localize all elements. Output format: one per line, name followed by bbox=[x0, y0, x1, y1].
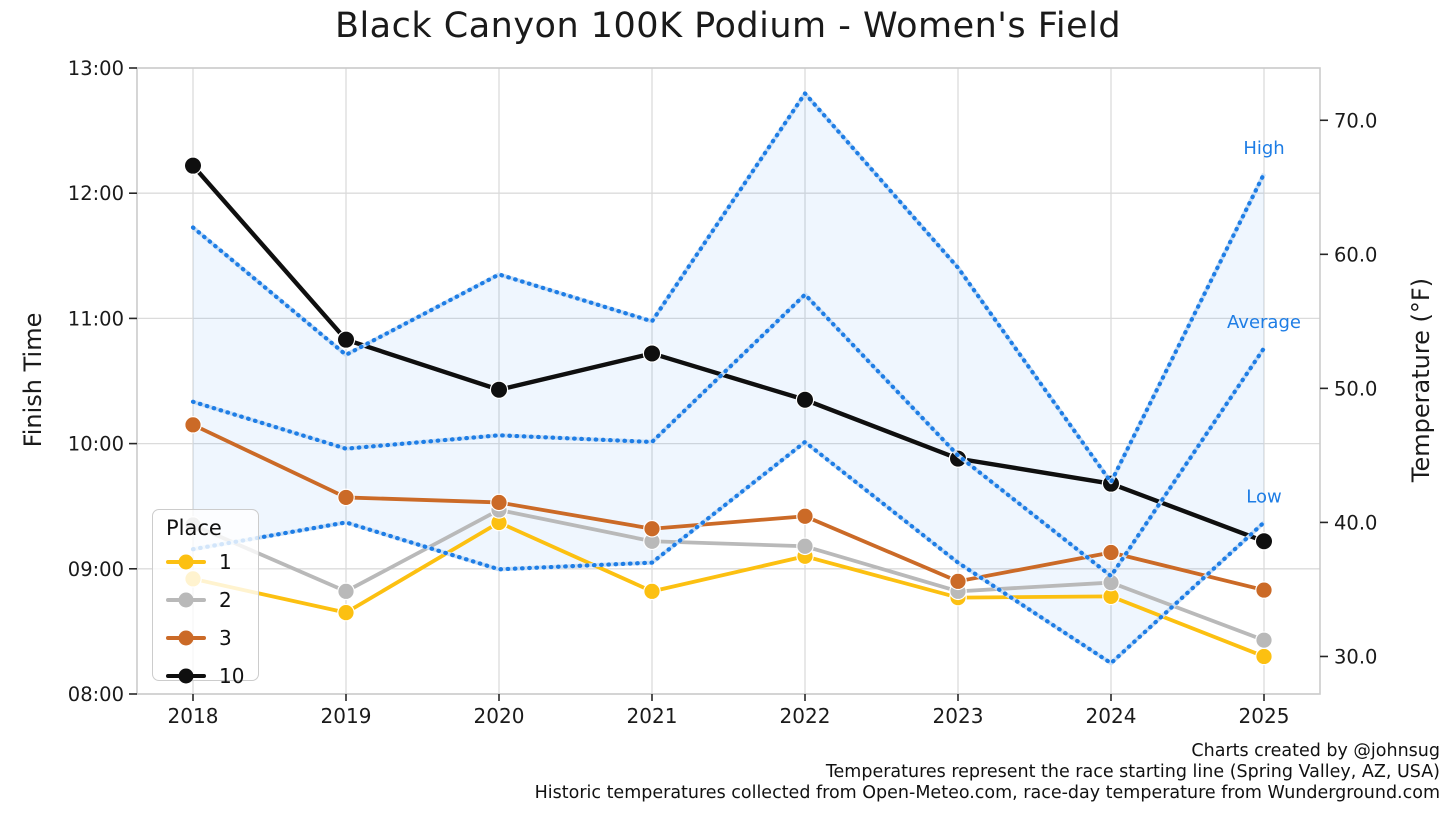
place-3-marker-2025 bbox=[1255, 581, 1273, 599]
place-2-marker-2025 bbox=[1255, 631, 1273, 649]
place-10-marker-2018 bbox=[183, 156, 203, 175]
place-1-marker-2019 bbox=[337, 603, 355, 622]
temp-high-line bbox=[190, 91, 1267, 485]
place-10-marker-2022 bbox=[795, 390, 815, 409]
place-3-marker-2021 bbox=[643, 519, 661, 538]
temp-average-line bbox=[190, 292, 1267, 579]
place-3-marker-2024 bbox=[1102, 543, 1120, 562]
x-tick-label-2020: 2020 bbox=[474, 704, 525, 728]
x-tick-label-2023: 2023 bbox=[933, 704, 984, 728]
left-tick-label-12: 12:00 bbox=[68, 182, 124, 205]
right-tick-label-70: 70.0 bbox=[1334, 109, 1377, 132]
left-tick-label-11: 11:00 bbox=[68, 307, 124, 330]
place-2-line bbox=[191, 508, 1266, 643]
temp-low-line bbox=[190, 439, 1267, 666]
x-tick-label-2022: 2022 bbox=[780, 704, 831, 728]
legend-item-place-1: 1 bbox=[166, 543, 258, 581]
right-tick-label-50: 50.0 bbox=[1334, 377, 1377, 400]
legend-item-place-2: 2 bbox=[166, 581, 258, 619]
place-10-line bbox=[190, 163, 1267, 544]
legend-dot-icon bbox=[178, 554, 194, 570]
place-3-marker-2019 bbox=[337, 488, 355, 507]
place-3-marker-2018 bbox=[184, 416, 202, 434]
legend-item-label: 3 bbox=[219, 626, 232, 650]
x-tick-label-2025: 2025 bbox=[1239, 704, 1290, 728]
right-tick-label-40: 40.0 bbox=[1334, 511, 1377, 534]
chart-title: Black Canyon 100K Podium - Women's Field bbox=[334, 6, 1122, 46]
legend-marker-icon bbox=[166, 630, 206, 646]
place-10-marker-2025 bbox=[1254, 532, 1274, 551]
place-1-marker-2025 bbox=[1255, 647, 1273, 666]
place-3-marker-2020 bbox=[490, 493, 508, 512]
annotation-low: Low bbox=[1246, 486, 1281, 507]
place-10-marker-2023 bbox=[948, 449, 968, 468]
place-1-line bbox=[191, 520, 1266, 659]
left-tick-label-13: 13:00 bbox=[68, 57, 124, 80]
left-tick-label-8: 08:00 bbox=[68, 683, 124, 706]
x-tick-label-2024: 2024 bbox=[1086, 704, 1137, 728]
footer-line-credit: Charts created by @johnsug bbox=[1191, 741, 1440, 761]
legend-dot-icon bbox=[178, 668, 194, 684]
legend-item-label: 10 bbox=[219, 664, 245, 688]
place-10-marker-2020 bbox=[489, 380, 509, 399]
right-tick-label-30: 30.0 bbox=[1334, 645, 1377, 668]
legend-title: Place bbox=[166, 516, 222, 540]
x-tick-label-2018: 2018 bbox=[168, 704, 219, 728]
legend-item-place-3: 3 bbox=[166, 619, 258, 657]
legend-items: 1 2 3 10 bbox=[166, 543, 258, 695]
legend-item-label: 1 bbox=[219, 550, 232, 574]
legend-marker-icon bbox=[166, 668, 206, 684]
place-2-marker-2019 bbox=[337, 582, 355, 601]
place-10-marker-2019 bbox=[336, 330, 356, 349]
footer-credits: Charts created by @johnsug Temperatures … bbox=[535, 741, 1440, 803]
legend-box: Place 1 2 3 10 bbox=[152, 509, 259, 688]
legend-dot-icon bbox=[178, 592, 194, 608]
annotation-average: Average bbox=[1227, 312, 1301, 333]
place-10-marker-2021 bbox=[642, 344, 662, 363]
x-tick-label-2019: 2019 bbox=[321, 704, 372, 728]
footer-line-location: Temperatures represent the race starting… bbox=[825, 761, 1440, 782]
legend-item-label: 2 bbox=[219, 588, 232, 612]
plot-frame bbox=[136, 67, 1321, 695]
place-1-marker-2021 bbox=[643, 582, 661, 601]
place-3-marker-2022 bbox=[796, 507, 814, 526]
annotation-high: High bbox=[1243, 138, 1284, 159]
right-tick-label-60: 60.0 bbox=[1334, 243, 1377, 266]
place-3-marker-2023 bbox=[949, 572, 967, 591]
x-tick-label-2021: 2021 bbox=[627, 704, 678, 728]
left-tick-label-10: 10:00 bbox=[68, 433, 124, 456]
left-tick-label-9: 09:00 bbox=[68, 558, 124, 581]
footer-line-sources: Historic temperatures collected from Ope… bbox=[534, 782, 1440, 803]
legend-item-place-10: 10 bbox=[166, 657, 258, 695]
place-2-marker-2022 bbox=[796, 537, 814, 556]
legend-marker-icon bbox=[166, 592, 206, 608]
legend-dot-icon bbox=[178, 630, 194, 646]
legend-marker-icon bbox=[166, 554, 206, 570]
